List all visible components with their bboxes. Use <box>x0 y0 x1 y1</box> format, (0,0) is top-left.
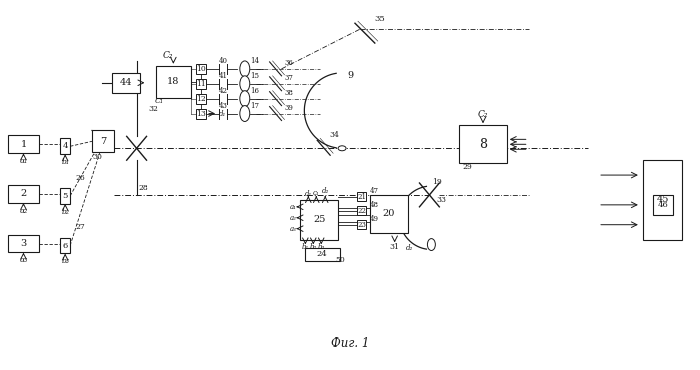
Text: 15: 15 <box>250 72 259 80</box>
Bar <box>8 235 39 252</box>
Text: 48: 48 <box>370 201 378 209</box>
Text: 11: 11 <box>196 80 206 88</box>
Text: 23: 23 <box>358 221 366 229</box>
Bar <box>60 188 70 204</box>
Bar <box>8 185 39 203</box>
Text: 21: 21 <box>358 193 366 201</box>
Text: 38: 38 <box>284 89 293 97</box>
Text: c₁: c₁ <box>313 189 320 197</box>
Text: 17: 17 <box>250 102 259 110</box>
Text: b₁: b₁ <box>302 242 309 250</box>
Text: d₁: d₁ <box>304 190 312 198</box>
Bar <box>358 220 366 229</box>
Text: 32: 32 <box>148 105 158 112</box>
Text: 42: 42 <box>218 87 228 95</box>
Text: 29: 29 <box>462 163 472 171</box>
Text: 22: 22 <box>358 207 366 215</box>
Text: b₃: b₃ <box>61 258 69 265</box>
Text: α₃: α₃ <box>20 256 27 265</box>
Text: 1: 1 <box>20 140 27 149</box>
Text: 30: 30 <box>92 153 102 161</box>
Text: d₁: d₁ <box>219 110 227 118</box>
Bar <box>196 79 206 89</box>
Bar <box>60 138 70 154</box>
Bar <box>196 108 206 118</box>
Text: d₂: d₂ <box>321 187 329 195</box>
Text: b₃: b₃ <box>318 242 325 250</box>
Ellipse shape <box>240 105 250 121</box>
Text: 12: 12 <box>196 95 206 102</box>
Text: 39: 39 <box>284 104 293 112</box>
Bar <box>305 248 340 262</box>
Bar <box>60 238 70 253</box>
Text: 34: 34 <box>329 131 339 139</box>
Ellipse shape <box>338 146 346 151</box>
Text: 33: 33 <box>436 196 447 204</box>
Bar <box>92 130 114 152</box>
Text: 31: 31 <box>390 242 400 250</box>
Text: 24: 24 <box>317 250 328 259</box>
Text: b₁: b₁ <box>61 158 69 166</box>
Text: 10: 10 <box>196 65 206 73</box>
Bar <box>196 94 206 104</box>
Text: b₂: b₂ <box>309 242 317 250</box>
Text: 20: 20 <box>382 209 395 218</box>
Text: Фиг. 1: Фиг. 1 <box>331 337 369 350</box>
Bar <box>358 206 366 215</box>
Ellipse shape <box>240 76 250 92</box>
Text: 26: 26 <box>75 174 85 182</box>
Text: 25: 25 <box>313 215 326 224</box>
Bar <box>459 125 507 163</box>
Text: 2: 2 <box>20 189 27 198</box>
Text: 43: 43 <box>218 102 228 110</box>
Bar <box>300 200 338 240</box>
Text: a₃: a₃ <box>290 225 297 233</box>
Text: 19: 19 <box>433 178 442 186</box>
Ellipse shape <box>240 61 250 77</box>
Bar <box>196 64 206 74</box>
Bar <box>157 66 191 98</box>
Text: a₁: a₁ <box>290 203 297 211</box>
Ellipse shape <box>240 91 250 107</box>
Text: 36: 36 <box>284 59 293 67</box>
Text: 3: 3 <box>20 239 27 248</box>
Text: 13: 13 <box>196 110 206 118</box>
Text: 47: 47 <box>370 187 378 195</box>
Text: 5: 5 <box>62 192 68 200</box>
Text: 7: 7 <box>99 137 106 146</box>
Ellipse shape <box>428 239 435 250</box>
Text: C₂: C₂ <box>163 51 174 60</box>
Bar <box>370 195 407 233</box>
Bar <box>112 73 139 93</box>
Bar <box>358 192 366 201</box>
Text: 18: 18 <box>167 77 179 86</box>
Text: 4: 4 <box>62 142 68 150</box>
Text: d₂: d₂ <box>406 243 413 252</box>
Text: 14: 14 <box>250 57 259 65</box>
Text: 35: 35 <box>374 15 385 23</box>
Text: α₁: α₁ <box>20 157 27 165</box>
Text: 8: 8 <box>479 138 487 151</box>
Text: 41: 41 <box>218 72 228 80</box>
Text: 45: 45 <box>657 195 668 204</box>
Text: C₂: C₂ <box>477 110 488 119</box>
Text: 28: 28 <box>139 184 148 192</box>
Text: a₂: a₂ <box>290 214 297 222</box>
Text: 46: 46 <box>657 201 668 209</box>
Text: 27: 27 <box>75 223 85 231</box>
Text: 50: 50 <box>335 256 345 265</box>
Text: b₂: b₂ <box>61 208 69 216</box>
Text: 9: 9 <box>347 71 353 80</box>
Bar <box>643 160 682 240</box>
Text: 40: 40 <box>218 57 228 65</box>
Text: 6: 6 <box>62 242 68 249</box>
Text: C₁: C₁ <box>155 97 164 105</box>
Bar <box>652 195 673 215</box>
Text: 37: 37 <box>284 74 293 82</box>
Text: 44: 44 <box>120 78 132 87</box>
Text: 49: 49 <box>370 215 378 223</box>
Bar <box>8 135 39 153</box>
Text: 16: 16 <box>250 87 259 95</box>
Text: α₂: α₂ <box>20 207 27 215</box>
